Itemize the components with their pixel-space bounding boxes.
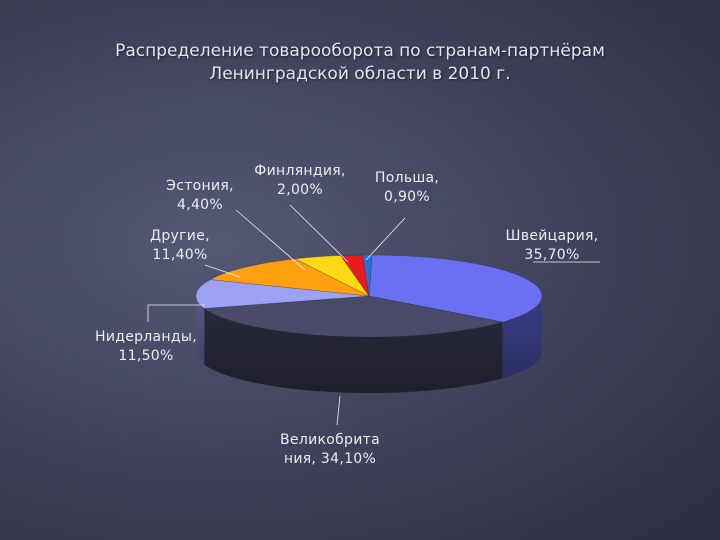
pie-side-shade-1 (204, 308, 503, 393)
slice-label-3: Другие, 11,40% (150, 228, 210, 263)
slice-label-6: Польша, 0,90% (375, 170, 439, 205)
leader-line-2 (147, 304, 205, 322)
slice-label-5: Финляндия, 2,00% (254, 163, 345, 198)
slice-label-0: Швейцария, 35,70% (506, 228, 599, 263)
chart-title-line-1: Распределение товарооборота по странам-п… (115, 41, 605, 61)
slice-label-4-line-1: 4,40% (177, 197, 223, 213)
leader-line-1 (336, 395, 341, 426)
pie-slice-3 (209, 258, 370, 297)
pie-slices (195, 254, 543, 338)
pie-side-shade-2 (196, 296, 205, 365)
pie-slice-6 (361, 254, 373, 297)
leader-lines (147, 204, 600, 426)
chart-title: Распределение товарооборота по странам-п… (0, 40, 720, 86)
slice-label-0-line-0: Швейцария, (506, 228, 599, 244)
slice-label-6-line-1: 0,90% (384, 189, 430, 205)
pie-slice-0 (368, 254, 543, 323)
leader-line-5 (289, 204, 349, 263)
slice-label-6-line-0: Польша, (375, 170, 439, 186)
pie-slice-2 (195, 279, 370, 309)
pie-sides (196, 296, 542, 393)
slice-label-1: Великобрита ния, 34,10% (280, 432, 380, 467)
slice-label-5-line-1: 2,00% (277, 182, 323, 198)
leader-line-4 (235, 209, 306, 271)
slice-labels: Швейцария, 35,70% Великобрита ния, 34,10% Ни… (95, 163, 598, 467)
slice-label-4: Эстония, 4,40% (166, 178, 234, 213)
slice-label-2-line-0: Нидерланды, (95, 329, 197, 345)
slice-label-1-line-1: ния, 34,10% (284, 451, 376, 467)
leader-line-6 (365, 217, 406, 261)
slice-label-4-line-0: Эстония, (166, 178, 234, 194)
chart-title-line-2: Ленинградской области в 2010 г. (209, 64, 511, 84)
leader-line-3 (204, 264, 241, 278)
pie-slice-1 (203, 295, 503, 338)
pie-slice-5 (340, 254, 370, 297)
slice-label-1-line-0: Великобрита (280, 432, 380, 448)
pie-side-shade-0 (502, 296, 542, 379)
slice-label-3-line-0: Другие, (150, 228, 210, 244)
slice-label-3-line-1: 11,40% (152, 247, 207, 263)
slice-label-0-line-1: 35,70% (524, 247, 579, 263)
pie-slice-4 (294, 255, 370, 297)
slice-label-2: Нидерланды, 11,50% (95, 329, 197, 364)
slice-label-5-line-0: Финляндия, (254, 163, 345, 179)
slice-label-2-line-1: 11,50% (118, 348, 173, 364)
